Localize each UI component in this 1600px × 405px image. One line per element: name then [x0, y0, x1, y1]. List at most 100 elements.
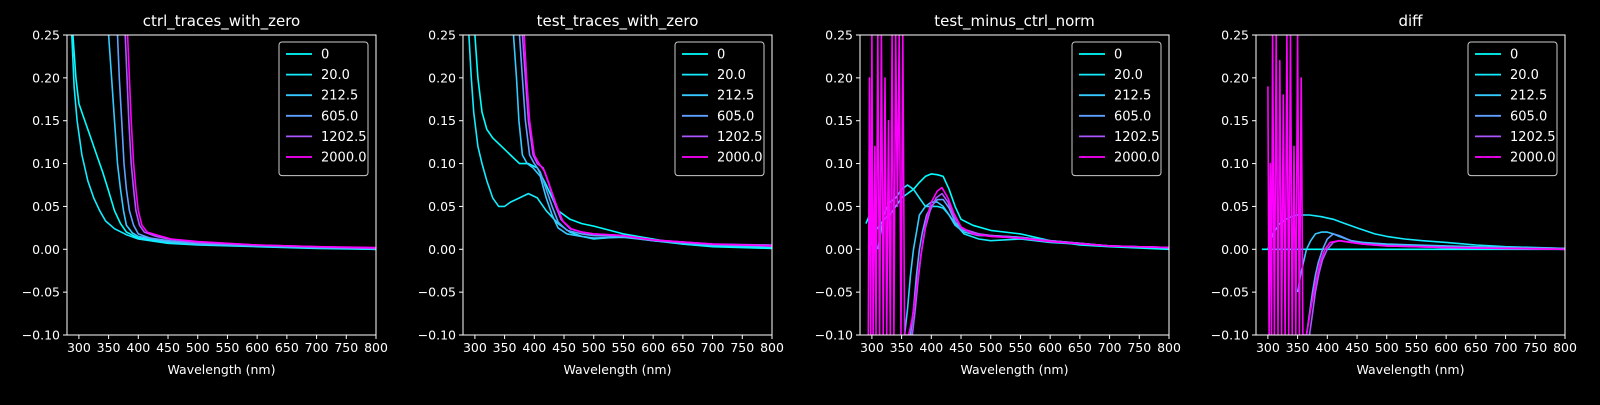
- y-tick-label: 0.25: [32, 28, 60, 43]
- x-tick-label: 450: [552, 340, 576, 355]
- series-line-2000-0: [867, 35, 1169, 335]
- y-tick-label: −0.05: [1211, 285, 1249, 300]
- x-tick-label: 550: [612, 340, 636, 355]
- series-group: [1261, 35, 1565, 335]
- x-tick-label: 800: [1157, 340, 1181, 355]
- x-tick-label: 450: [949, 340, 973, 355]
- y-tick-label: 0.00: [825, 242, 853, 257]
- legend-entry: 1202.5: [1510, 130, 1556, 145]
- x-tick-label: 300: [463, 340, 487, 355]
- legend-entry: 212.5: [1510, 89, 1547, 104]
- y-tick-label: 0.20: [825, 70, 853, 85]
- y-tick-label: 0.15: [32, 113, 60, 128]
- axes-frame: [66, 34, 377, 336]
- x-tick-label: 800: [1553, 340, 1577, 355]
- x-tick-label: 600: [641, 340, 665, 355]
- y-tick-label: 0.25: [825, 28, 853, 43]
- y-tick-label: −0.10: [418, 328, 456, 343]
- legend-entry: 0: [1114, 48, 1122, 63]
- legend: 0 20.0 212.5 605.0 1202.5 2000.0: [674, 41, 765, 177]
- legend-entry: 212.5: [321, 89, 358, 104]
- x-tick-label: 600: [1038, 340, 1062, 355]
- legend-entry: 0: [717, 48, 725, 63]
- legend-entry: 605.0: [717, 109, 754, 124]
- y-tick-label: −0.10: [22, 328, 60, 343]
- y-tick-label: −0.10: [815, 328, 853, 343]
- x-tick-label: 350: [493, 340, 517, 355]
- x-tick-label: 750: [1127, 340, 1151, 355]
- series-line-1202-5: [1308, 239, 1565, 335]
- y-tick-label: 0.15: [1221, 113, 1249, 128]
- chart-title: test_traces_with_zero: [537, 12, 699, 31]
- x-tick-label: 450: [1345, 340, 1369, 355]
- x-tick-label: 700: [1098, 340, 1122, 355]
- x-tick-label: 750: [334, 340, 358, 355]
- y-tick-label: 0.10: [1221, 156, 1249, 171]
- x-tick-label: 350: [890, 340, 914, 355]
- y-tick-label: 0.15: [428, 113, 456, 128]
- x-tick-label: 400: [919, 340, 943, 355]
- series-line-20-0: [1267, 214, 1565, 250]
- legend-entry: 2000.0: [1114, 151, 1160, 166]
- y-tick-label: 0.15: [825, 113, 853, 128]
- series-line-212-5: [903, 201, 1169, 335]
- x-tick-label: 400: [1315, 340, 1339, 355]
- x-tick-label: 700: [701, 340, 725, 355]
- x-tick-label: 500: [1375, 340, 1399, 355]
- legend-entry: 20.0: [717, 68, 746, 83]
- y-tick-label: 0.05: [825, 199, 853, 214]
- y-tick-label: 0.00: [1221, 242, 1249, 257]
- x-tick-label: 600: [1434, 340, 1458, 355]
- legend-entry: 0: [321, 48, 329, 63]
- chart-panel-1: ctrl_traces_with_zero 300 350 400 450 500 550 6…: [22, 12, 388, 377]
- legend-entry: 605.0: [321, 109, 358, 124]
- x-tick-label: 400: [126, 340, 150, 355]
- chart-panel-4: diff 300 350 400 450 500 550 600 650 700 750 800 −0.…: [1211, 12, 1577, 377]
- series-line-2000-0: [1267, 35, 1565, 335]
- y-tick-label: −0.05: [815, 285, 853, 300]
- chart-title: ctrl_traces_with_zero: [143, 12, 300, 31]
- x-tick-label: 350: [97, 340, 121, 355]
- legend-entry: 2000.0: [321, 151, 367, 166]
- legend-entry: 1202.5: [1114, 130, 1160, 145]
- chart-title: test_minus_ctrl_norm: [934, 12, 1095, 31]
- x-tick-label: 750: [1523, 340, 1547, 355]
- series-group: [468, 35, 772, 250]
- x-tick-label: 300: [1256, 340, 1280, 355]
- x-axis-label: Wavelength (nm): [564, 362, 672, 377]
- series-line-2000-0: [523, 35, 772, 247]
- x-tick-label: 600: [245, 340, 269, 355]
- legend: 0 20.0 212.5 605.0 1202.5 2000.0: [1467, 41, 1558, 177]
- legend-entry: 20.0: [1114, 68, 1143, 83]
- x-tick-label: 500: [186, 340, 210, 355]
- x-tick-label: 500: [582, 340, 606, 355]
- x-tick-label: 550: [1009, 340, 1033, 355]
- x-tick-label: 800: [364, 340, 388, 355]
- series-line-1202-5: [911, 192, 1169, 335]
- x-tick-label: 750: [730, 340, 754, 355]
- x-tick-label: 500: [979, 340, 1003, 355]
- x-tick-label: 650: [1068, 340, 1092, 355]
- y-tick-label: −0.05: [22, 285, 60, 300]
- y-tick-label: 0.05: [32, 199, 60, 214]
- x-tick-label: 350: [1286, 340, 1310, 355]
- x-tick-label: 550: [216, 340, 240, 355]
- x-tick-label: 550: [1405, 340, 1429, 355]
- series-line-20-0: [71, 35, 376, 251]
- legend-entry: 605.0: [1510, 109, 1547, 124]
- y-tick-label: 0.25: [428, 28, 456, 43]
- y-tick-label: 0.10: [428, 156, 456, 171]
- chart-panel-2: test_traces_with_zero 300 350 400 450 500 550 6…: [418, 12, 784, 377]
- legend-entry: 1202.5: [717, 130, 763, 145]
- series-line-2000-0: [126, 35, 376, 249]
- y-tick-label: 0.20: [428, 70, 456, 85]
- axes-frame: [462, 34, 773, 336]
- legend-entry: 212.5: [1114, 89, 1151, 104]
- y-tick-label: 0.20: [1221, 70, 1249, 85]
- y-tick-label: −0.05: [418, 285, 456, 300]
- x-tick-label: 700: [305, 340, 329, 355]
- x-tick-label: 800: [760, 340, 784, 355]
- y-tick-label: −0.10: [1211, 328, 1249, 343]
- x-tick-label: 300: [67, 340, 91, 355]
